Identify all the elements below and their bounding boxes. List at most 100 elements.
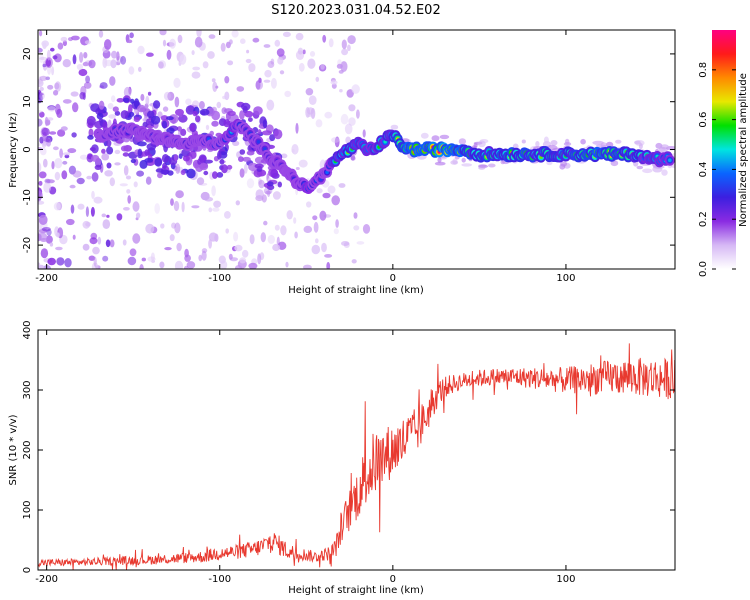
noise-blob <box>71 132 77 138</box>
noise-blob <box>245 58 252 64</box>
noise-blob <box>191 71 201 79</box>
noise-blob <box>198 101 205 110</box>
noise-blob <box>158 61 164 69</box>
noise-blob <box>279 70 285 75</box>
noise-blob <box>159 261 165 269</box>
noise-blob <box>264 69 272 78</box>
colorbar-tick-label: 0.0 <box>698 261 709 277</box>
noise-blob <box>239 110 245 120</box>
y-tick-label: -10 <box>22 189 33 205</box>
noise-blob <box>266 181 274 187</box>
noise-blob <box>353 225 360 231</box>
noise-blob <box>128 104 133 114</box>
noise-blob <box>229 39 233 45</box>
noise-blob <box>243 163 248 174</box>
noise-blob <box>83 81 92 89</box>
noise-blob <box>221 164 228 174</box>
noise-blob <box>175 163 181 174</box>
noise-blob <box>272 191 281 200</box>
noise-blob <box>253 106 263 115</box>
noise-blob <box>147 256 156 262</box>
noise-blob <box>104 39 112 50</box>
noise-blob <box>86 115 96 126</box>
noise-blob <box>280 225 287 236</box>
noise-blob <box>315 119 323 128</box>
x-tick-label: 100 <box>556 574 575 585</box>
noise-blob <box>85 221 92 227</box>
noise-blob <box>634 140 641 145</box>
noise-blob <box>431 135 440 142</box>
colorbar-tick-label: 0.6 <box>698 112 709 128</box>
noise-blob <box>180 128 187 136</box>
noise-blob <box>120 55 127 65</box>
noise-blob <box>130 158 137 164</box>
noise-blob <box>333 228 339 235</box>
noise-blob <box>123 207 130 211</box>
noise-blob <box>50 47 55 52</box>
noise-blob <box>38 233 42 242</box>
noise-blob <box>53 202 61 211</box>
noise-blob <box>273 129 283 140</box>
noise-blob <box>53 146 59 151</box>
noise-blob <box>336 63 343 69</box>
noise-blob <box>615 139 622 144</box>
noise-blob <box>174 222 181 234</box>
noise-blob <box>437 157 442 163</box>
noise-blob <box>341 48 349 56</box>
noise-blob <box>55 232 60 238</box>
noise-blob <box>228 253 233 260</box>
noise-blob <box>110 59 117 69</box>
noise-blob <box>239 149 246 155</box>
noise-blob <box>106 214 110 218</box>
noise-blob <box>305 88 314 96</box>
noise-blob <box>211 185 216 197</box>
noise-blob <box>185 105 195 115</box>
noise-blob <box>270 77 277 89</box>
noise-blob <box>203 170 209 176</box>
noise-blob <box>330 80 338 85</box>
noise-blob <box>316 188 323 194</box>
noise-blob <box>153 100 161 109</box>
noise-blob <box>260 232 266 243</box>
noise-blob <box>461 157 466 163</box>
noise-blob <box>126 189 131 194</box>
noise-blob <box>321 242 327 253</box>
noise-blob <box>461 163 473 167</box>
noise-blob <box>57 42 64 50</box>
snr-ylabel: SNR (10 * v/v) <box>8 414 19 485</box>
noise-blob <box>270 168 279 178</box>
noise-blob <box>154 157 163 167</box>
noise-blob <box>219 158 225 165</box>
noise-blob <box>267 189 271 197</box>
noise-blob <box>241 102 251 111</box>
noise-blob <box>202 61 209 69</box>
noise-blob <box>157 111 163 118</box>
noise-blob <box>166 49 172 60</box>
noise-blob <box>145 223 155 234</box>
noise-blob <box>90 232 98 240</box>
noise-blob <box>96 112 104 120</box>
noise-blob <box>137 148 143 157</box>
noise-blob <box>340 61 348 72</box>
noise-blob <box>137 104 146 113</box>
noise-blob <box>114 149 121 155</box>
noise-blob <box>38 171 47 179</box>
noise-blob <box>309 51 316 57</box>
noise-blob <box>91 172 99 182</box>
noise-blob <box>298 159 308 168</box>
noise-blob <box>39 111 45 118</box>
noise-blob <box>106 139 112 147</box>
noise-blob <box>334 136 340 148</box>
y-tick-label: 10 <box>22 95 33 108</box>
noise-blob <box>312 215 318 221</box>
noise-blob <box>104 170 113 177</box>
noise-blob <box>350 156 356 161</box>
noise-blob <box>138 66 142 72</box>
noise-blob <box>177 126 182 132</box>
noise-blob <box>263 220 268 226</box>
noise-blob <box>122 152 130 157</box>
noise-blob <box>92 246 100 255</box>
noise-blob <box>129 248 137 257</box>
noise-blob <box>565 138 570 145</box>
noise-blob <box>218 255 226 264</box>
